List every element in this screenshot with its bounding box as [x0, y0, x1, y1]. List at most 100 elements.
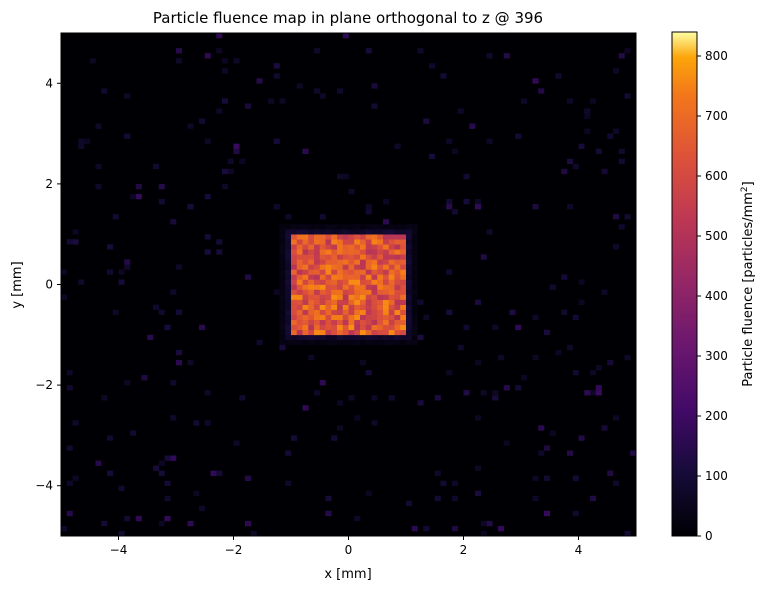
- heatmap-cell: [400, 264, 407, 270]
- heatmap-cell: [279, 254, 286, 260]
- heatmap-cell: [296, 324, 303, 331]
- heatmap-cell: [285, 324, 292, 331]
- heatmap-cell: [429, 153, 436, 160]
- heatmap-cell: [158, 183, 165, 190]
- heatmap-cell: [342, 314, 349, 321]
- heatmap-cell: [314, 309, 321, 315]
- heatmap-cell: [222, 68, 229, 74]
- heatmap-cell: [319, 380, 326, 386]
- heatmap-cell: [124, 259, 131, 265]
- heatmap-cell: [578, 299, 585, 305]
- heatmap-cell: [135, 193, 142, 200]
- heatmap-cell: [377, 289, 384, 295]
- heatmap-cell: [199, 118, 206, 124]
- heatmap-cell: [446, 309, 453, 315]
- heatmap-cell: [618, 53, 625, 59]
- heatmap-cell: [342, 284, 349, 290]
- heatmap-cell: [365, 289, 372, 295]
- heatmap-cell: [383, 254, 390, 260]
- heatmap-cell: [348, 229, 355, 235]
- heatmap-cell: [331, 339, 338, 346]
- heatmap-cell: [296, 314, 303, 321]
- heatmap-cell: [285, 279, 292, 285]
- heatmap-cell: [377, 339, 384, 346]
- heatmap-cell: [78, 138, 85, 144]
- heatmap-cell: [383, 319, 390, 326]
- x-tick-label: 0: [345, 543, 353, 557]
- heatmap-cell: [342, 329, 349, 336]
- heatmap-cell: [578, 143, 585, 149]
- heatmap-cell: [337, 299, 344, 305]
- heatmap-cell: [337, 319, 344, 326]
- heatmap-cell: [302, 304, 309, 310]
- heatmap-cell: [388, 224, 395, 230]
- colorbar-tick-label: 500: [705, 229, 728, 243]
- heatmap-cell: [325, 274, 332, 280]
- heatmap-cell: [291, 299, 298, 305]
- heatmap-cell: [354, 334, 361, 341]
- heatmap-cell: [515, 385, 522, 391]
- heatmap-cell: [371, 304, 378, 310]
- heatmap-cell: [279, 294, 286, 300]
- heatmap-cell: [411, 254, 418, 260]
- heatmap-cell: [354, 339, 361, 346]
- heatmap-cell: [406, 334, 413, 341]
- heatmap-cell: [394, 264, 401, 270]
- heatmap-cell: [377, 244, 384, 250]
- heatmap-cell: [360, 269, 367, 275]
- heatmap-cell: [302, 309, 309, 315]
- x-tick-label: 2: [460, 543, 468, 557]
- heatmap-cell: [354, 309, 361, 315]
- heatmap-cell: [342, 33, 349, 39]
- heatmap-cell: [572, 475, 579, 481]
- heatmap-cell: [279, 224, 286, 230]
- heatmap-cell: [348, 269, 355, 275]
- heatmap-cell: [486, 53, 493, 59]
- heatmap-cell: [452, 480, 459, 486]
- heatmap-cell: [624, 93, 631, 99]
- heatmap-cell: [314, 339, 321, 346]
- heatmap-cell: [503, 53, 510, 59]
- heatmap-cell: [337, 294, 344, 300]
- heatmap-cell: [572, 314, 579, 321]
- heatmap-cell: [388, 334, 395, 341]
- heatmap-cell: [371, 259, 378, 265]
- heatmap-cell: [319, 93, 326, 99]
- heatmap-cell: [279, 244, 286, 250]
- heatmap-cell: [342, 274, 349, 280]
- heatmap-cell: [400, 284, 407, 290]
- heatmap-cell: [153, 163, 160, 170]
- heatmap-cell: [394, 229, 401, 235]
- heatmap-cell: [365, 279, 372, 285]
- heatmap-cell: [377, 319, 384, 326]
- heatmap-cell: [613, 68, 620, 74]
- heatmap-cell: [360, 234, 367, 240]
- heatmap-cell: [400, 239, 407, 245]
- heatmap-cell: [118, 485, 125, 492]
- colorbar-tick-label: 300: [705, 349, 728, 363]
- heatmap-cell: [360, 274, 367, 280]
- heatmap-cell: [388, 274, 395, 280]
- heatmap-cell: [308, 319, 315, 326]
- heatmap-cell: [538, 425, 545, 431]
- heatmap-cell: [308, 279, 315, 285]
- heatmap-cell: [480, 254, 487, 260]
- heatmap-cell: [279, 279, 286, 285]
- heatmap-cell: [319, 334, 326, 341]
- colorbar: 0 100 200 300 400 500 600 700 800 Particle fluen…: [671, 31, 756, 543]
- heatmap-cell: [601, 289, 608, 295]
- heatmap-cell: [291, 279, 298, 285]
- heatmap-cell: [204, 193, 211, 200]
- heatmap-cell: [365, 324, 372, 331]
- heatmap-cell: [216, 33, 223, 39]
- heatmap-cells: [61, 33, 637, 537]
- heatmap-cell: [549, 430, 556, 436]
- heatmap-cell: [319, 229, 326, 235]
- heatmap-cell: [383, 239, 390, 245]
- heatmap-cell: [371, 329, 378, 336]
- heatmap-cell: [365, 314, 372, 321]
- heatmap-cell: [285, 234, 292, 240]
- heatmap-cell: [314, 324, 321, 331]
- heatmap-cell: [532, 475, 539, 481]
- heatmap-cell: [532, 354, 539, 361]
